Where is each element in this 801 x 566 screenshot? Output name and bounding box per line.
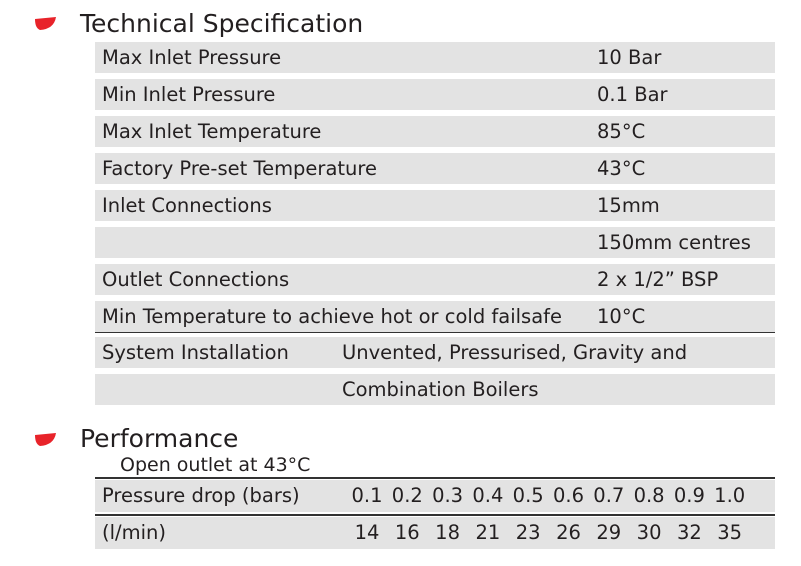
cell: 0.2 <box>391 484 423 507</box>
row-value: 10 Bar <box>597 46 662 69</box>
table-row <box>95 227 775 258</box>
cell: 14 <box>354 521 380 544</box>
rule <box>95 514 775 516</box>
cell: 32 <box>676 521 702 544</box>
row-label: (l/min) <box>102 521 166 544</box>
cell: 26 <box>556 521 581 544</box>
section-title: Performance <box>80 424 239 453</box>
table-row <box>95 517 775 549</box>
table-row <box>95 153 775 184</box>
row-label: Min Inlet Pressure <box>102 83 276 106</box>
cell: 21 <box>475 521 501 544</box>
row-label: Pressure drop (bars) <box>102 484 300 507</box>
cell: 35 <box>717 521 743 544</box>
row-value: 43°C <box>597 157 646 180</box>
cell: 0.3 <box>432 484 464 507</box>
cell: 0.5 <box>512 484 544 507</box>
table-row <box>95 301 775 332</box>
row-value: 10°C <box>597 305 646 328</box>
table-row <box>95 337 775 368</box>
cell: 23 <box>515 521 541 544</box>
row-value: Combination Boilers <box>342 378 539 401</box>
table-row <box>95 190 775 221</box>
cell: 0.7 <box>593 484 625 507</box>
row-value: 15mm <box>597 194 660 217</box>
subtitle: Open outlet at 43°C <box>120 454 311 476</box>
cell: 0.4 <box>472 484 504 507</box>
row-label: Inlet Connections <box>102 194 272 217</box>
table-row <box>95 264 775 295</box>
section-title: Technical Specification <box>80 9 364 38</box>
bullet-icon <box>35 17 56 30</box>
row-value: Unvented, Pressurised, Gravity and <box>342 341 688 364</box>
table-row <box>95 79 775 110</box>
row-value: 2 x 1/2” BSP <box>597 268 719 291</box>
cell: 18 <box>435 521 460 544</box>
row-label: Max Inlet Pressure <box>102 46 282 69</box>
row-label: Outlet Connections <box>102 268 290 291</box>
row-label: System Installation <box>102 341 289 364</box>
cell: 29 <box>596 521 622 544</box>
row-label: Factory Pre-set Temperature <box>102 157 377 180</box>
bullet-icon <box>35 433 56 446</box>
cell: 16 <box>394 521 420 544</box>
cell: 0.8 <box>633 484 665 507</box>
cell: 30 <box>636 521 662 544</box>
table-row <box>95 480 775 512</box>
row-value: 150mm centres <box>597 231 751 254</box>
rule <box>95 331 775 333</box>
row-value: 0.1 Bar <box>597 83 668 106</box>
table-row <box>95 42 775 73</box>
table-row <box>95 116 775 147</box>
rule <box>95 477 775 479</box>
cell: 0.9 <box>673 484 705 507</box>
table-row <box>95 374 775 405</box>
cell: 1.0 <box>714 484 746 507</box>
row-label: Min Temperature to achieve hot or cold f… <box>102 305 563 328</box>
row-value: 85°C <box>597 120 646 143</box>
cell: 0.1 <box>351 484 383 507</box>
cell: 0.6 <box>552 484 584 507</box>
row-label: Max Inlet Temperature <box>102 120 322 143</box>
